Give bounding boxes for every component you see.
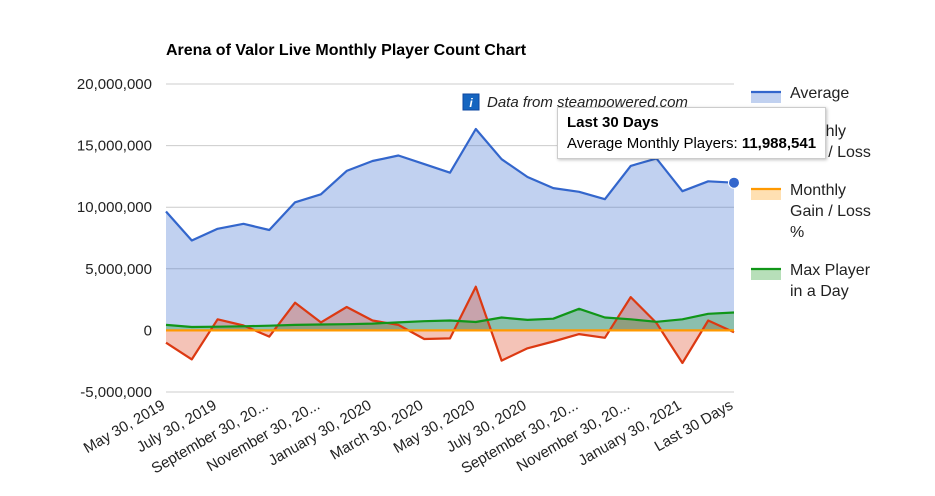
chart-title: Arena of Valor Live Monthly Player Count…: [166, 42, 527, 59]
legend-swatch: [751, 189, 781, 200]
tooltip-title: Last 30 Days: [567, 114, 659, 131]
info-icon-glyph: i: [469, 96, 473, 110]
hover-marker: [728, 176, 740, 189]
y-tick-label: 15,000,000: [77, 138, 152, 155]
y-tick-label: 10,000,000: [77, 199, 152, 216]
legend-label-line: Monthly: [790, 182, 846, 199]
y-tick-label: 0: [144, 322, 152, 339]
tooltip-label: Average Monthly Players:: [567, 135, 742, 152]
tooltip-body: Average Monthly Players: 11,988,541: [567, 135, 816, 152]
source-note-text: Data from steampowered.com: [487, 94, 688, 111]
series-line: [165, 307, 735, 329]
series-lines: [165, 127, 735, 365]
legend-swatch: [751, 269, 781, 280]
info-icon: [462, 93, 480, 111]
legend-label-line: Max Player: [790, 262, 871, 279]
series-line: [165, 127, 735, 242]
y-tick-label: 5,000,000: [85, 261, 152, 278]
legend-label: Monthly Gain / Loss%: [790, 182, 871, 241]
legend-label: Max Player in a Day: [790, 262, 871, 300]
legend-label-line: Gain / Loss: [790, 203, 871, 220]
series-line: [165, 285, 735, 365]
y-tick-label: -5,000,000: [80, 384, 152, 401]
tooltip-value: 11,988,541: [741, 135, 817, 152]
hover-point: [728, 176, 740, 189]
legend-label-line: in a Day: [790, 283, 849, 300]
legend-label-line: %: [790, 224, 804, 241]
y-axis-ticks: 20,000,000 15,000,000 10,000,000 5,000,000 0…: [77, 76, 152, 401]
series-area: [166, 129, 734, 331]
y-tick-label: 20,000,000: [77, 76, 152, 93]
legend-label-line: Average: [790, 85, 849, 102]
source-note: i Data from steampowered.com: [462, 93, 688, 111]
chart-tooltip: Last 30 Days Average Monthly Players: 11…: [557, 107, 827, 159]
legend-swatch: [751, 92, 781, 103]
legend-label: Average: [790, 85, 849, 102]
